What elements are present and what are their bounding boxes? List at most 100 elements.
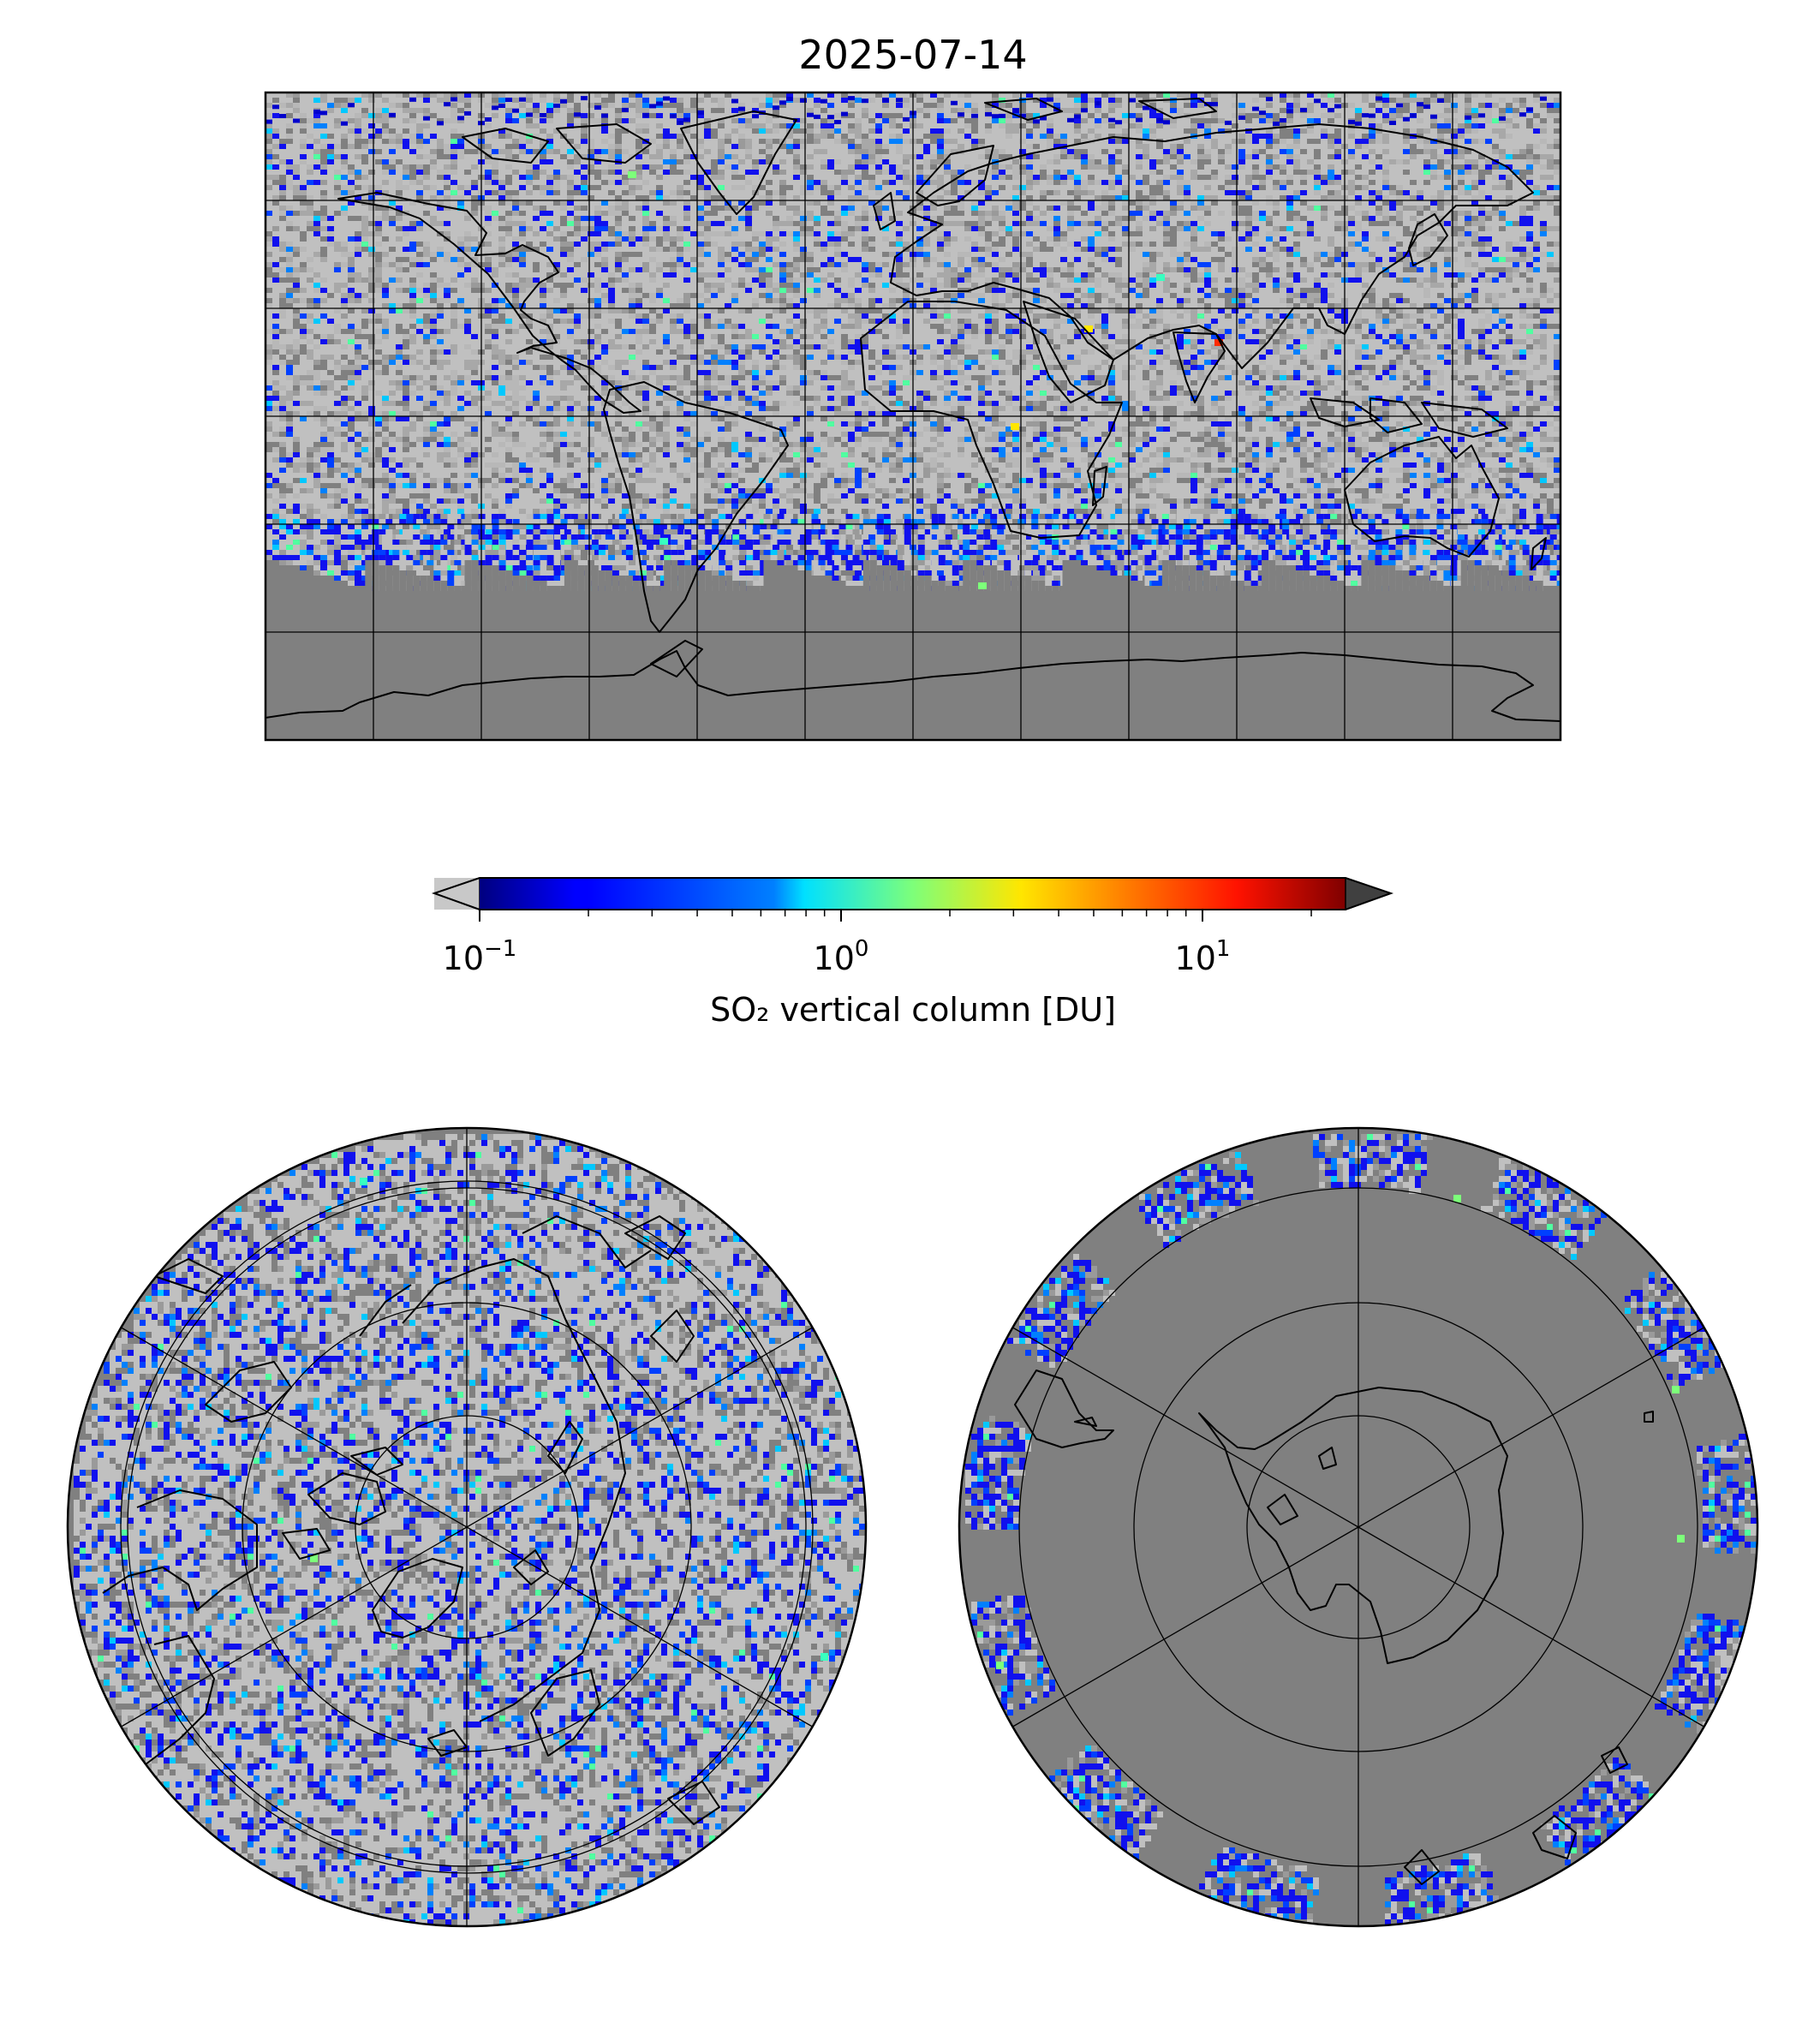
- so2-pixel: [1238, 236, 1245, 242]
- so2-pixel: [409, 236, 416, 242]
- so2-pixel: [540, 185, 546, 190]
- so2-pixel: [1492, 190, 1499, 195]
- so2-pixel: [1478, 98, 1485, 103]
- so2-pixel: [827, 154, 834, 159]
- so2-pixel: [958, 128, 964, 134]
- so2-pixel: [451, 164, 457, 170]
- so2-pixel: [1163, 149, 1170, 154]
- so2-pixel: [1437, 226, 1444, 231]
- so2-pixel: [697, 134, 704, 139]
- so2-pixel: [492, 149, 498, 154]
- so2-pixel: [588, 236, 594, 242]
- so2-pixel: [978, 175, 985, 180]
- so2-pixel: [738, 92, 745, 98]
- so2-pixel: [656, 175, 663, 180]
- so2-pixel: [875, 98, 882, 103]
- so2-pixel: [1314, 144, 1321, 149]
- so2-pixel: [999, 231, 1005, 236]
- so2-pixel: [827, 139, 834, 144]
- so2-pixel: [1403, 195, 1410, 200]
- so2-pixel: [451, 154, 457, 159]
- so2-pixel: [279, 92, 286, 98]
- so2-pixel: [903, 103, 910, 108]
- so2-pixel: [1108, 98, 1115, 103]
- so2-pixel: [430, 185, 437, 190]
- so2-pixel: [875, 113, 882, 118]
- so2-pixel: [670, 134, 677, 139]
- so2-pixel: [1259, 139, 1266, 144]
- so2-pixel: [300, 134, 307, 139]
- so2-pixel: [1238, 221, 1245, 226]
- so2-pixel: [1149, 195, 1156, 200]
- so2-pixel: [615, 190, 622, 195]
- so2-pixel: [1540, 216, 1547, 221]
- so2-pixel: [958, 185, 964, 190]
- so2-pixel: [505, 242, 512, 247]
- so2-pixel: [485, 113, 492, 118]
- so2-pixel: [355, 128, 361, 134]
- so2-pixel: [636, 200, 642, 206]
- so2-pixel: [334, 134, 341, 139]
- so2-pixel: [1170, 180, 1177, 185]
- so2-pixel: [622, 170, 629, 175]
- so2-pixel: [348, 144, 355, 149]
- so2-pixel: [649, 144, 656, 149]
- so2-pixel: [300, 247, 307, 252]
- so2-pixel: [875, 236, 882, 242]
- so2-pixel: [725, 180, 731, 185]
- so2-pixel: [944, 149, 951, 154]
- so2-pixel: [608, 236, 615, 242]
- so2-pixel: [1328, 164, 1334, 170]
- so2-pixel: [1458, 154, 1465, 159]
- so2-pixel: [1177, 128, 1184, 134]
- so2-pixel: [944, 216, 951, 221]
- so2-pixel: [293, 149, 300, 154]
- so2-pixel: [416, 185, 423, 190]
- so2-pixel: [862, 154, 868, 159]
- so2-pixel: [1259, 134, 1266, 139]
- so2-pixel: [1088, 247, 1095, 252]
- so2-pixel: [1362, 206, 1369, 211]
- so2-pixel: [1334, 200, 1341, 206]
- so2-pixel: [444, 206, 451, 211]
- so2-pixel: [327, 154, 334, 159]
- so2-pixel: [1005, 180, 1012, 185]
- so2-pixel: [1232, 195, 1238, 200]
- so2-pixel: [1232, 185, 1238, 190]
- so2-pixel: [512, 139, 519, 144]
- so2-pixel: [1423, 226, 1430, 231]
- so2-pixel: [327, 92, 334, 98]
- so2-pixel: [725, 185, 731, 190]
- so2-pixel: [526, 139, 533, 144]
- so2-pixel: [738, 200, 745, 206]
- so2-pixel: [1348, 134, 1355, 139]
- so2-pixel: [992, 221, 999, 226]
- so2-pixel: [1060, 118, 1067, 123]
- so2-pixel: [546, 206, 553, 211]
- so2-pixel: [512, 164, 519, 170]
- so2-pixel: [389, 98, 396, 103]
- so2-pixel: [1499, 185, 1506, 190]
- so2-pixel: [1259, 113, 1266, 118]
- so2-pixel: [1115, 144, 1122, 149]
- so2-pixel: [1204, 154, 1211, 159]
- so2-pixel: [930, 113, 937, 118]
- so2-pixel: [773, 231, 779, 236]
- so2-pixel: [1328, 149, 1334, 154]
- so2-pixel: [567, 149, 574, 154]
- so2-pixel: [1410, 226, 1417, 231]
- so2-pixel: [1355, 170, 1362, 175]
- so2-pixel: [519, 113, 526, 118]
- so2-pixel: [800, 113, 807, 118]
- so2-pixel: [999, 134, 1005, 139]
- so2-pixel: [389, 211, 396, 216]
- so2-pixel: [1225, 170, 1232, 175]
- so2-pixel: [581, 113, 588, 118]
- so2-pixel: [978, 128, 985, 134]
- so2-pixel: [1348, 236, 1355, 242]
- so2-pixel: [875, 175, 882, 180]
- so2-pixel: [444, 226, 451, 231]
- so2-pixel: [1122, 175, 1129, 180]
- so2-pixel: [1040, 103, 1047, 108]
- so2-pixel: [971, 175, 978, 180]
